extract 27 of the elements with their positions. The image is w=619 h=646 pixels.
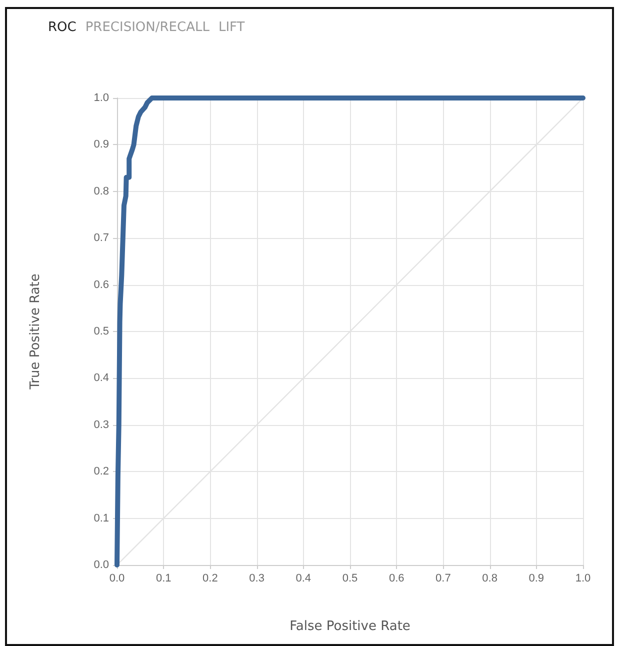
x-tick-label: 0.2 xyxy=(202,572,218,584)
y-tick-label: 0.4 xyxy=(94,372,109,384)
x-tick-label: 1.0 xyxy=(575,572,591,584)
text: ROC xyxy=(48,20,76,35)
y-axis-title: True Positive Rate xyxy=(28,274,43,390)
x-tick-label: 0.9 xyxy=(528,572,544,584)
y-tick-label: 0.7 xyxy=(94,232,109,244)
x-tick-label: 0.5 xyxy=(342,572,358,584)
y-tick-label: 0.5 xyxy=(94,326,109,338)
x-tick-label: 0.0 xyxy=(109,572,125,584)
y-tick-label: 0.0 xyxy=(94,559,109,571)
y-tick-label: 1.0 xyxy=(94,92,109,104)
x-tick-label: 0.6 xyxy=(388,572,404,584)
x-axis-title: False Positive Rate xyxy=(290,619,410,634)
x-tick-label: 0.8 xyxy=(482,572,498,584)
y-tick-label: 0.1 xyxy=(94,512,109,524)
x-tick-label: 0.4 xyxy=(296,572,312,584)
y-tick-label: 0.9 xyxy=(94,138,109,151)
x-tick-label: 0.3 xyxy=(249,572,264,584)
y-tick-label: 0.6 xyxy=(94,278,109,291)
x-tick-label: 0.7 xyxy=(436,572,451,584)
x-tick-label: 0.1 xyxy=(156,572,172,584)
y-tick-label: 0.2 xyxy=(94,466,109,478)
text: PRECISION/RECALL xyxy=(85,20,210,35)
text: LIFT xyxy=(218,20,245,35)
y-tick-label: 0.8 xyxy=(94,185,109,198)
y-tick-label: 0.3 xyxy=(94,418,109,431)
